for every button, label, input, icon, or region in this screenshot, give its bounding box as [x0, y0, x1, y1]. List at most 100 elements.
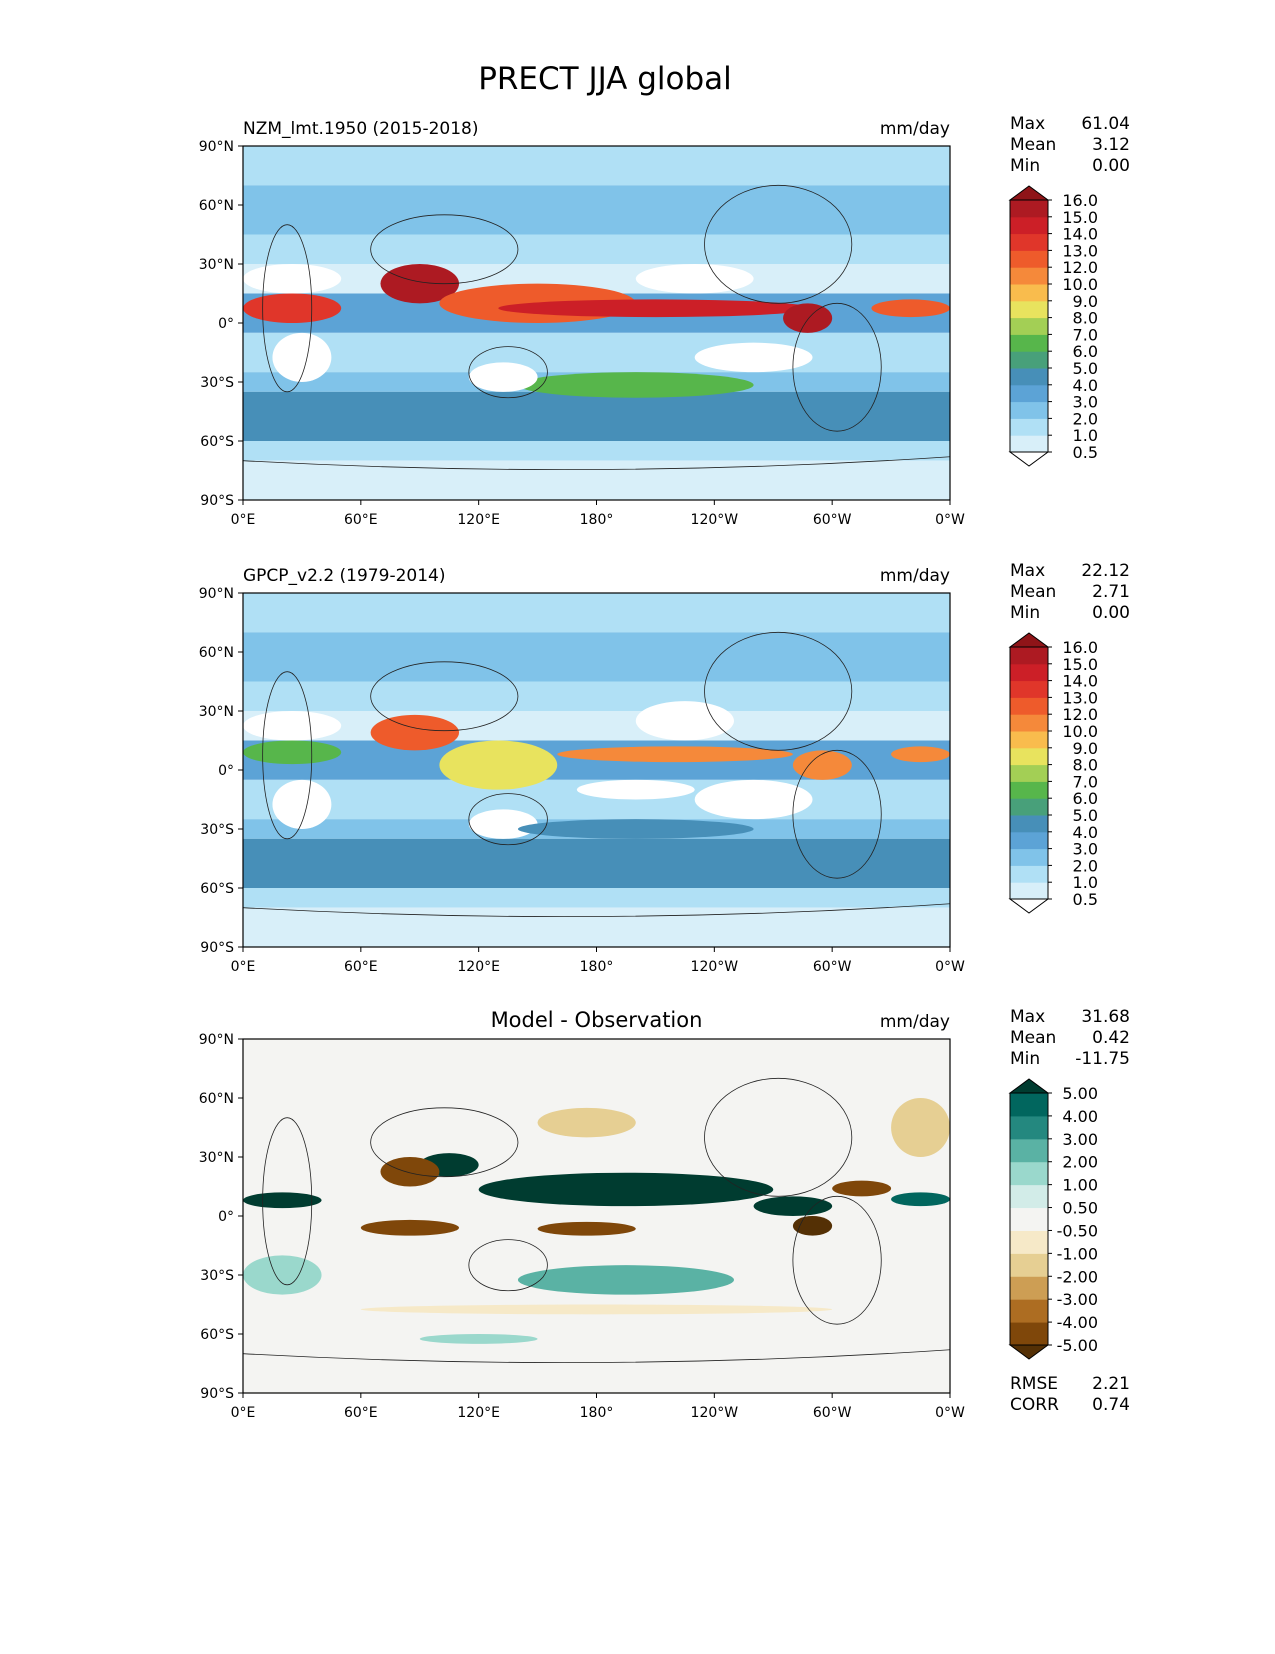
stat-label: Max	[1010, 561, 1045, 581]
colorbar-label: -0.50	[1057, 1221, 1098, 1240]
colorbar: 0.51.02.03.04.05.06.07.08.09.010.012.013…	[1008, 185, 1098, 467]
panel-title: Model - Observation	[491, 1008, 703, 1032]
stat-value: 2.71	[1092, 582, 1130, 602]
contour-region	[694, 342, 813, 373]
coastline	[468, 1239, 548, 1292]
colorbar-segment	[1010, 831, 1048, 850]
colorbar-label: 8.0	[1073, 756, 1098, 775]
contour-region	[891, 746, 951, 763]
colorbar-label: 0.50	[1062, 1199, 1098, 1218]
x-tick-label: 0°E	[231, 959, 256, 975]
coastline	[792, 749, 882, 879]
contour-region	[272, 332, 332, 382]
colorbar-label: 1.00	[1062, 1176, 1098, 1195]
contour-region	[243, 632, 950, 682]
contour-region	[243, 711, 950, 741]
colorbar: -5.00 -4.00 -3.00 -2.00 -1.00 -0.50 0.50 1.00 2.…	[1008, 1078, 1098, 1360]
contour-region	[832, 1180, 892, 1197]
contour-region	[753, 1196, 833, 1216]
panel-1: NZM_lmt.1950 (2015-2018) mm/day 0°E 60°E 120…	[199, 114, 1130, 528]
x-tick-label: 0°W	[935, 512, 965, 528]
colorbar-extend-min	[1008, 451, 1050, 467]
y-tick-label: 90°N	[199, 586, 234, 602]
colorbar-segment	[1010, 848, 1048, 866]
y-tick-label: 60°N	[199, 198, 234, 214]
colorbar-label: 6.0	[1073, 342, 1098, 361]
colorbar-segment	[1010, 1276, 1048, 1300]
antarctic-coastline	[242, 1349, 951, 1364]
coastline	[262, 224, 313, 393]
x-tick-label: 0°W	[935, 1405, 965, 1421]
colorbar-segment	[1010, 300, 1048, 319]
colorbar-extend-max	[1008, 185, 1050, 201]
stat-value: 0.00	[1092, 603, 1130, 623]
colorbar-segment	[1010, 798, 1048, 816]
stat-label: Min	[1010, 1049, 1040, 1069]
panel-title: GPCP_v2.2 (1979-2014)	[243, 566, 445, 586]
contour-region	[537, 1107, 636, 1138]
coastlines	[242, 631, 951, 918]
coastline	[262, 671, 313, 840]
units-label: mm/day	[880, 1012, 950, 1032]
colorbar-segment	[1010, 1230, 1048, 1254]
x-tick-label: 180°	[580, 959, 614, 975]
contour-region	[360, 1219, 460, 1236]
y-tick-label: 60°S	[200, 1327, 234, 1343]
colorbar-segment	[1010, 764, 1048, 782]
coastlines	[242, 1077, 951, 1364]
coastline	[792, 302, 882, 432]
stat-label: Max	[1010, 114, 1045, 134]
contour-region	[243, 293, 342, 323]
contour-region	[243, 681, 950, 711]
colorbar-extend-max	[1008, 632, 1050, 648]
stat-label: RMSE	[1010, 1374, 1058, 1394]
y-tick-label: 60°S	[200, 881, 234, 897]
colorbar-segment	[1010, 200, 1048, 218]
contour-region	[792, 1216, 833, 1236]
colorbar-label: -4.00	[1057, 1313, 1098, 1332]
colorbar-label: 4.0	[1073, 376, 1098, 395]
y-tick-label: 90°N	[199, 1032, 234, 1048]
colorbar-segment	[1010, 401, 1048, 419]
colorbar-segment	[1010, 250, 1048, 268]
colorbar-frame	[1009, 199, 1049, 453]
contour-region	[478, 1172, 774, 1207]
coastline	[704, 184, 853, 304]
contour-region	[557, 746, 793, 763]
contour-region	[272, 779, 332, 830]
contour-region	[243, 391, 950, 441]
coastline	[370, 1107, 519, 1178]
x-tick-label: 60°E	[344, 959, 378, 975]
figure-title: PRECT JJA global	[478, 61, 732, 97]
contour-region	[243, 1039, 950, 1393]
colorbar-label: 5.0	[1073, 359, 1098, 378]
colorbar-segment	[1010, 647, 1048, 665]
colorbar-label: -2.00	[1057, 1267, 1098, 1286]
colorbar-label: 1.0	[1073, 426, 1098, 445]
colorbar-segment	[1010, 1115, 1048, 1140]
y-tick-label: 90°S	[200, 493, 234, 509]
x-tick-label: 120°E	[457, 959, 500, 975]
stat-label: Mean	[1010, 582, 1056, 602]
colorbar-segment	[1010, 815, 1048, 833]
antarctic-coastline	[242, 903, 951, 918]
y-tick-label: 60°N	[199, 645, 234, 661]
colorbar-segment	[1010, 233, 1048, 251]
colorbar-label: 2.0	[1073, 856, 1098, 875]
contour-region	[360, 1304, 833, 1315]
colorbar-label: 16.0	[1062, 191, 1098, 210]
colorbar-segment	[1010, 731, 1048, 749]
contour-region	[380, 264, 460, 304]
contour-region	[243, 888, 950, 908]
coastline	[792, 1195, 882, 1325]
colorbar-segment	[1010, 284, 1048, 302]
contour-region	[517, 1265, 734, 1295]
x-tick-label: 180°	[580, 1405, 614, 1421]
stat-value: 0.42	[1092, 1028, 1130, 1048]
colorbar-extend-max	[1008, 1078, 1050, 1094]
colorbar-segment	[1010, 747, 1048, 766]
contour-region	[243, 907, 950, 947]
colorbar-segment	[1010, 351, 1048, 369]
x-tick-label: 60°E	[344, 1405, 378, 1421]
